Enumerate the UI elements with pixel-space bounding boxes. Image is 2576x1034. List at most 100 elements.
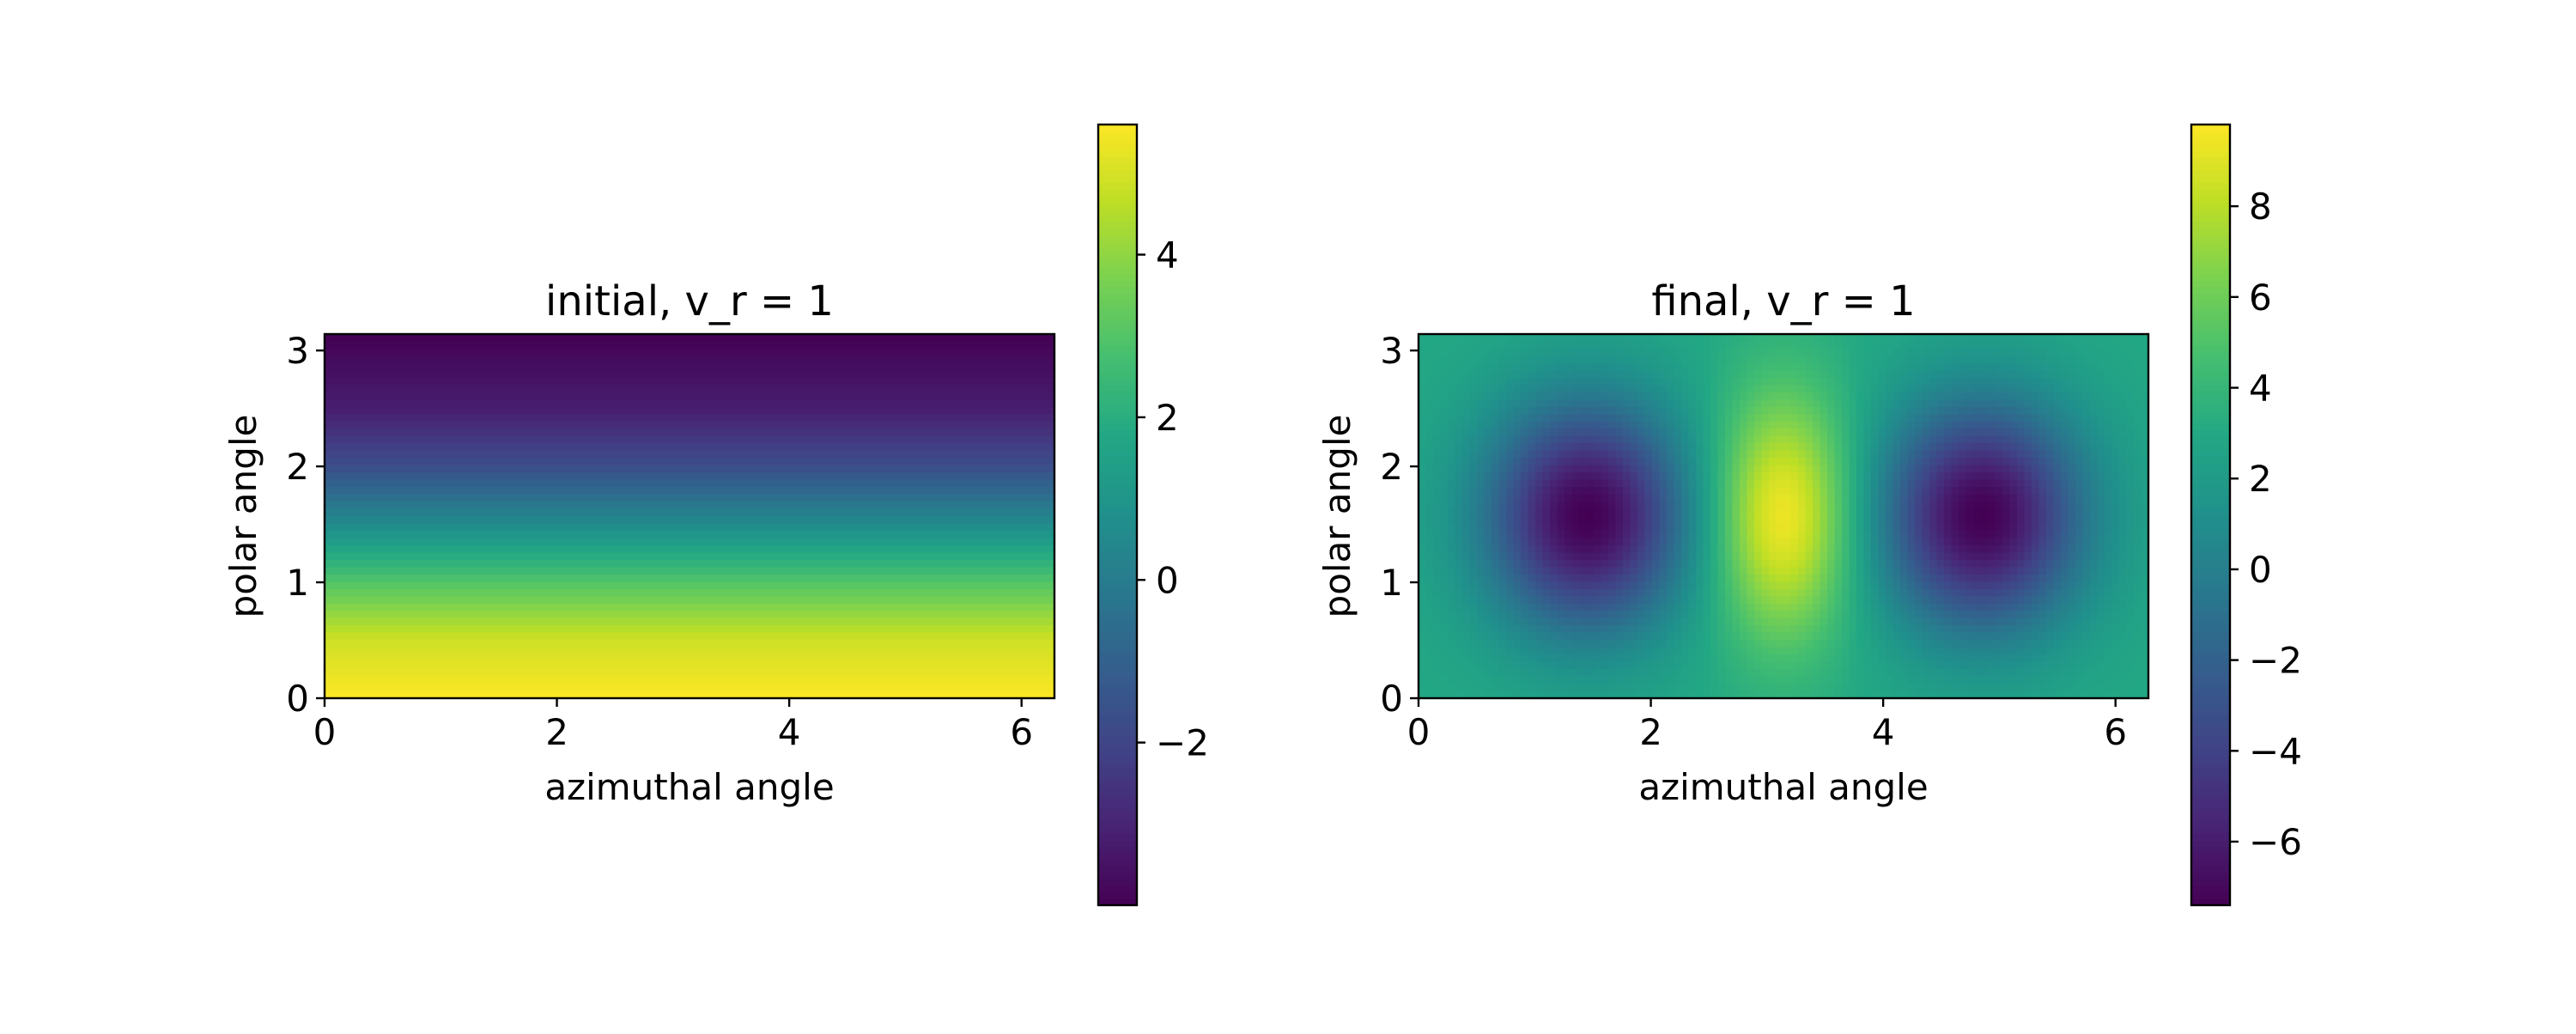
initial-heatmap-cell [806,356,815,364]
initial-heatmap-cell [857,414,866,423]
initial-heatmap-cell [331,435,340,444]
initial-heatmap-cell [646,661,654,670]
initial-heatmap-cell [901,530,909,539]
initial-heatmap-cell [1011,443,1019,452]
initial-heatmap-cell [996,348,1005,357]
initial-heatmap-cell [1040,647,1048,655]
initial-heatmap-cell [653,611,661,619]
initial-heatmap-cell [799,669,807,678]
initial-heatmap-cell [368,465,377,473]
initial-heatmap-cell [821,385,829,393]
initial-heatmap-cell [842,684,851,692]
initial-heatmap-cell [404,458,413,466]
initial-heatmap-cell [842,581,851,590]
initial-heatmap-cell [390,450,398,459]
initial-heatmap-cell [1011,385,1019,393]
initial-heatmap-cell [544,523,552,532]
initial-heatmap-cell [959,362,968,371]
initial-heatmap-cell [835,632,844,641]
initial-heatmap-cell [959,356,968,364]
initial-heatmap-cell [938,544,946,553]
initial-heatmap-cell [1003,348,1012,357]
initial-heatmap-cell [346,625,355,634]
initial-heatmap-cell [573,611,581,619]
initial-heatmap-cell [784,487,793,496]
initial-heatmap-cell [967,472,975,481]
initial-heatmap-cell [690,472,698,481]
initial-heatmap-cell [784,625,793,634]
initial-heatmap-cell [886,502,895,510]
initial-heatmap-cell [383,523,392,532]
initial-heatmap-cell [463,647,471,655]
initial-heatmap-cell [434,661,442,670]
initial-heatmap-cell [828,341,836,350]
initial-heatmap-cell [755,632,763,641]
initial-heatmap-cell [412,385,421,393]
initial-heatmap-cell [704,632,713,641]
initial-heatmap-cell [500,414,508,423]
initial-heatmap-cell [550,494,559,502]
initial-heatmap-cell [623,559,632,568]
initial-heatmap-cell [1040,472,1048,481]
initial-heatmap-cell [938,472,946,481]
initial-heatmap-cell [901,450,909,459]
initial-heatmap-cell [769,414,778,423]
initial-heatmap-cell [331,617,340,626]
initial-heatmap-cell [915,406,924,415]
initial-heatmap-cell [726,429,734,437]
initial-heatmap-cell [594,640,603,648]
initial-heatmap-cell [930,530,939,539]
initial-heatmap-cell [507,399,515,408]
initial-heatmap-cell [1025,523,1034,532]
initial-heatmap-cell [1032,596,1041,605]
initial-heatmap-cell [631,385,640,393]
initial-heatmap-cell [792,362,800,371]
initial-heatmap-cell [521,669,530,678]
initial-heatmap-cell [602,421,611,429]
initial-heatmap-cell [1047,435,1055,444]
initial-heatmap-cell [952,538,961,546]
initial-heatmap-cell [996,421,1005,429]
initial-heatmap-cell [441,625,450,634]
initial-heatmap-cell [967,429,975,437]
initial-heatmap-cell [974,406,982,415]
initial-heatmap-cell [915,341,924,350]
initial-heatmap-cell [850,443,859,452]
initial-heatmap-cell [733,611,742,619]
initial-heatmap-cell [485,538,494,546]
initial-heatmap-cell [1025,414,1034,423]
initial-heatmap-cell [1018,341,1026,350]
initial-heatmap-cell [988,552,997,561]
initial-heatmap-cell [536,544,544,553]
initial-heatmap-cell [733,362,742,371]
initial-heatmap-cell [434,632,442,641]
initial-heatmap-cell [915,450,924,459]
initial-heatmap-cell [981,574,990,582]
initial-heatmap-cell [769,661,778,670]
initial-heatmap-cell [507,588,515,597]
initial-heatmap-cell [923,647,932,655]
initial-heatmap-cell [325,617,333,626]
initial-heatmap-cell [646,435,654,444]
initial-heatmap-cell [623,661,632,670]
initial-heatmap-cell [602,588,611,597]
initial-heatmap-cell [952,690,961,699]
initial-heatmap-cell [828,669,836,678]
initial-heatmap-cell [646,479,654,488]
initial-heatmap-cell [952,508,961,517]
initial-heatmap-cell [711,559,720,568]
initial-heatmap-cell [580,479,588,488]
initial-heatmap-cell [325,487,333,496]
initial-heatmap-cell [1011,377,1019,386]
initial-heatmap-cell [828,414,836,423]
initial-heatmap-cell [945,487,953,496]
initial-heatmap-cell [792,385,800,393]
initial-heatmap-cell [477,494,486,502]
initial-heatmap-cell [813,611,822,619]
initial-heatmap-cell [952,669,961,678]
initial-heatmap-cell [550,356,559,364]
initial-heatmap-cell [762,479,771,488]
initial-heatmap-cell [865,421,873,429]
initial-heatmap-cell [1018,435,1026,444]
initial-heatmap-cell [631,647,640,655]
